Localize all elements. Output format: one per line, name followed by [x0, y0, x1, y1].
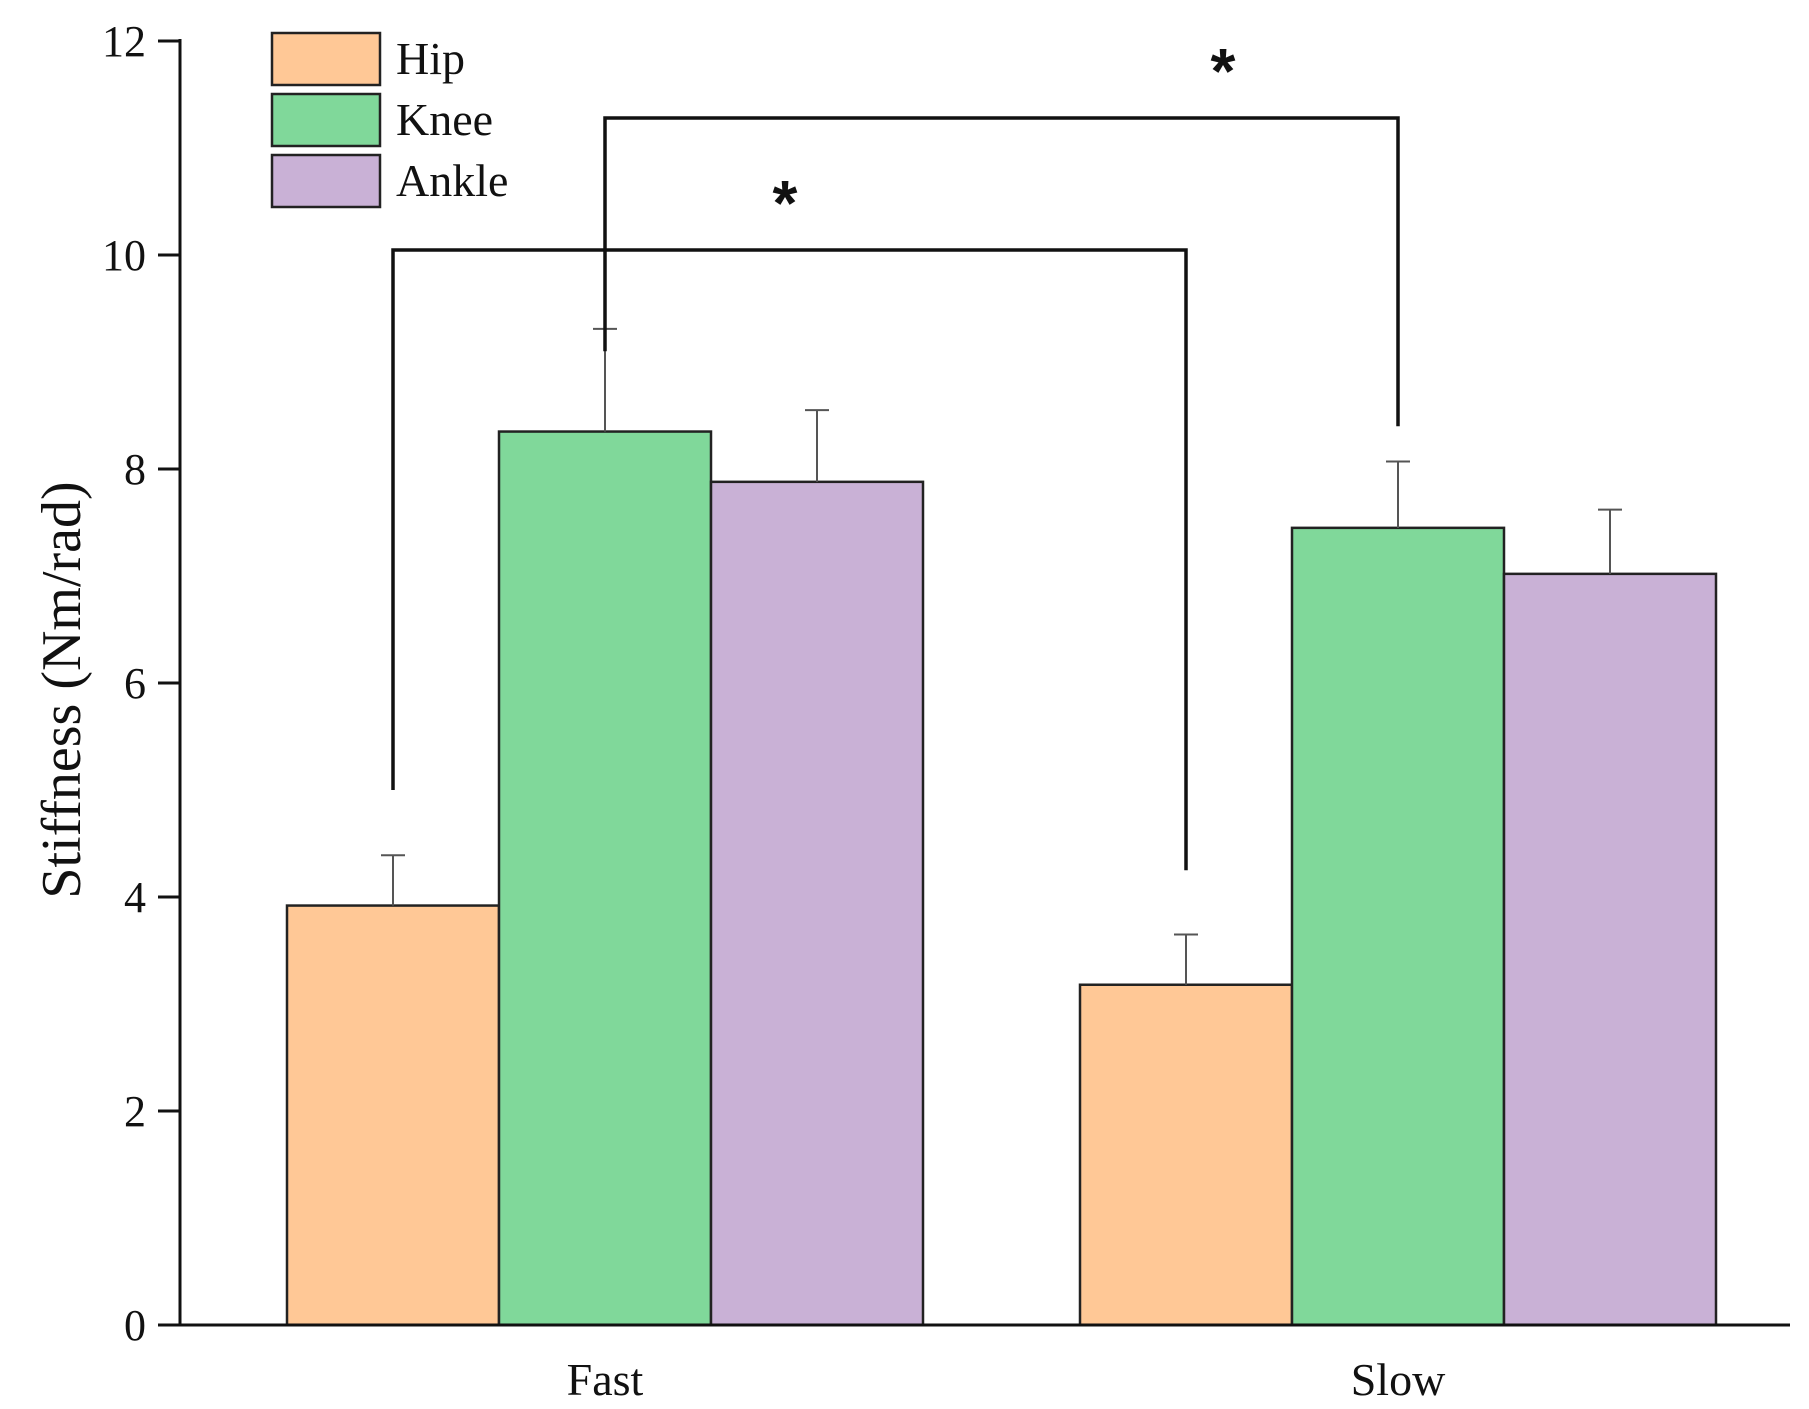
y-tick-label-6: 6 [124, 659, 146, 708]
bar-slow-knee [1290, 526, 1506, 1327]
bar-slow-hip [1078, 983, 1294, 1327]
significance-star-2: * [1211, 35, 1236, 107]
bars-group [285, 430, 1718, 1327]
legend-label-knee: Knee [396, 94, 493, 145]
legend: Hip Knee Ankle [270, 31, 508, 209]
legend-swatch-hip [270, 31, 382, 87]
y-tick-label-10: 10 [102, 231, 146, 280]
y-tick-label-0: 0 [124, 1301, 146, 1350]
significance-group: ** [391, 35, 1400, 871]
bar-fast-ankle [709, 480, 925, 1327]
x-tick-label-fast: Fast [567, 1354, 644, 1405]
legend-label-ankle: Ankle [396, 155, 508, 206]
legend-label-hip: Hip [396, 33, 465, 84]
legend-swatch-knee [270, 92, 382, 148]
y-tick-label-2: 2 [124, 1087, 146, 1136]
x-tick-label-slow: Slow [1351, 1354, 1446, 1405]
significance-bracket-1 [391, 248, 1188, 871]
significance-bracket-2 [603, 116, 1400, 427]
bar-fast-hip [285, 904, 501, 1327]
y-axis-label: Stiffness (Nm/rad) [31, 481, 93, 898]
axes-group: Fast Slow 0 2 4 6 8 10 12 [102, 17, 1790, 1405]
legend-swatch-ankle [270, 153, 382, 209]
y-tick-label-12: 12 [102, 17, 146, 66]
y-tick-label-8: 8 [124, 445, 146, 494]
bar-slow-ankle [1502, 572, 1718, 1327]
significance-star-1: * [773, 167, 798, 239]
error-bars-group [381, 327, 1622, 985]
y-tick-label-4: 4 [124, 873, 146, 922]
bar-fast-knee [497, 430, 713, 1327]
